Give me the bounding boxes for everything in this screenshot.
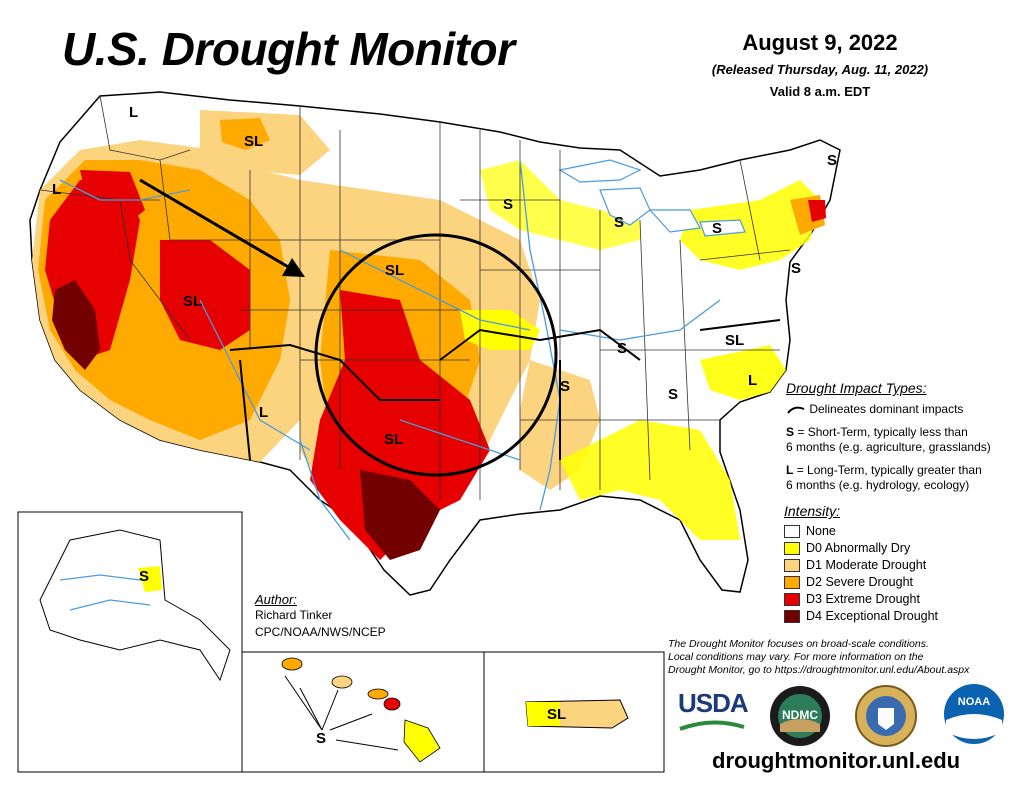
label-s-mississippi: S (560, 378, 571, 395)
footnote-line-3: Drought Monitor, go to https://droughtmo… (668, 664, 970, 676)
noaa-logo-text: NOAA (957, 696, 991, 708)
d3-great-basin (160, 240, 250, 350)
long-term-text: = Long-Term, typically greater than (796, 463, 982, 477)
d0-northeast (680, 180, 820, 270)
label-sl-montana: SL (244, 133, 264, 150)
impact-types-legend: Drought Impact Types: Delineates dominan… (786, 380, 1016, 493)
release-date: (Released Thursday, Aug. 11, 2022) (711, 62, 929, 77)
d2-montana (220, 118, 270, 150)
ndmc-logo-badge (770, 686, 830, 746)
d3-massachusetts (808, 200, 826, 222)
intensity-row: D2 Severe Drought (784, 574, 913, 591)
intensity-heading: Intensity: (784, 503, 841, 519)
label-sl-oklahoma-texas: SL (384, 431, 404, 448)
label-s-ohio-valley: S (617, 340, 628, 357)
intensity-label: None (806, 524, 836, 538)
intensity-legend: Intensity: None D0 Abnormally Dry D1 Moder… (784, 503, 984, 627)
hawaii-pointer-lines (284, 675, 399, 751)
usda-logo-swoosh (679, 720, 745, 731)
impact-line-icon (787, 406, 805, 414)
delineates-row: Delineates dominant impacts (786, 402, 1016, 417)
label-sl-plains: SL (385, 262, 405, 279)
label-s-wisconsin: S (503, 196, 514, 213)
noaa-logo: NOAA (942, 682, 1006, 746)
alaska-rivers (59, 574, 151, 611)
long-term-row: L = Long-Term, typically greater than (786, 463, 1016, 478)
intensity-row: D4 Exceptional Drought (784, 608, 938, 625)
label-sl-great-basin: SL (183, 293, 203, 310)
intensity-row: None (784, 523, 836, 540)
puerto-rico-d0 (526, 702, 560, 726)
label-s-georgia: S (668, 386, 679, 403)
map-title: U.S. Drought Monitor (62, 23, 515, 75)
label-s-hawaii: S (316, 730, 327, 747)
annotation-arrow (139, 178, 291, 270)
alaska-d0 (138, 566, 162, 592)
short-term-row: S = Short-Term, typically less than (786, 425, 1016, 440)
short-term-text-2: 6 months (e.g. agriculture, grasslands) (786, 440, 991, 454)
long-term-key: L (786, 463, 794, 477)
label-s-michigan: S (614, 214, 625, 231)
noaa-logo-badge (944, 684, 1004, 744)
map-date: August 9, 2022 (742, 30, 898, 55)
intensity-row: D3 Extreme Drought (784, 591, 920, 608)
hawaii-inset-frame (241, 651, 485, 773)
valid-time: Valid 8 a.m. EDT (769, 84, 871, 99)
hawaii-islands (281, 657, 441, 763)
label-l-new-mexico: L (259, 404, 269, 421)
impact-lines (229, 319, 781, 461)
intensity-swatch (784, 576, 800, 590)
highlight-circle (314, 233, 558, 477)
author-name: Richard Tinker (255, 608, 333, 622)
d0-nc-va (700, 345, 786, 400)
intensity-swatch (784, 593, 800, 607)
ndmc-logo-text: NDMC (782, 708, 818, 722)
impact-types-heading: Drought Impact Types: (786, 380, 927, 396)
intensity-label: D0 Abnormally Dry (806, 541, 911, 555)
usda-logo-text: USDA (678, 688, 749, 718)
label-s-alaska: S (139, 568, 150, 585)
intensity-label: D1 Moderate Drought (806, 558, 927, 572)
intensity-swatch (784, 610, 800, 624)
label-sl-virginia: SL (725, 332, 745, 349)
author-heading: Author: (255, 592, 297, 607)
label-l-oregon: L (52, 181, 62, 198)
short-term-text: = Short-Term, typically less than (797, 425, 968, 439)
intensity-label: D4 Exceptional Drought (806, 609, 939, 623)
intensity-label: D3 Extreme Drought (806, 592, 920, 606)
intensity-label: D2 Severe Drought (806, 575, 914, 589)
delineates-text: Delineates dominant impacts (809, 402, 964, 416)
long-term-text-2: 6 months (e.g. hydrology, ecology) (786, 478, 970, 492)
ndmc-logo: NDMC (768, 684, 832, 748)
intensity-row: D1 Moderate Drought (784, 557, 926, 574)
label-l-north-carolina: L (748, 372, 758, 389)
label-s-new-england: S (827, 152, 838, 169)
d4-california (52, 280, 100, 370)
intensity-swatch (784, 559, 800, 573)
label-l-washington: L (129, 104, 139, 121)
footnote: The Drought Monitor focuses on broad-sca… (668, 638, 1008, 677)
d4-texas (360, 470, 440, 560)
short-term-key: S (786, 425, 795, 439)
d3-kansas-texas (310, 290, 490, 560)
label-s-new-york: S (712, 220, 723, 237)
label-s-new-jersey: S (791, 260, 802, 277)
footnote-line-1: The Drought Monitor focuses on broad-sca… (668, 638, 929, 650)
usda-logo: USDA (678, 688, 749, 736)
alaska-outline (39, 529, 231, 682)
author-organization: CPC/NOAA/NWS/NCEP (255, 625, 386, 639)
department-of-commerce-seal (855, 685, 917, 747)
intensity-rows: None D0 Abnormally Dry D1 Moderate Drought… (784, 523, 984, 627)
intensity-swatch (784, 525, 800, 539)
label-sl-puerto-rico: SL (547, 706, 567, 723)
annotation-arrowhead (282, 258, 305, 277)
website-url[interactable]: droughtmonitor.unl.edu (712, 748, 961, 773)
great-lakes (558, 159, 746, 237)
intensity-swatch (784, 542, 800, 556)
intensity-row: D0 Abnormally Dry (784, 540, 910, 557)
footnote-line-2: Local conditions may vary. For more info… (668, 651, 924, 663)
